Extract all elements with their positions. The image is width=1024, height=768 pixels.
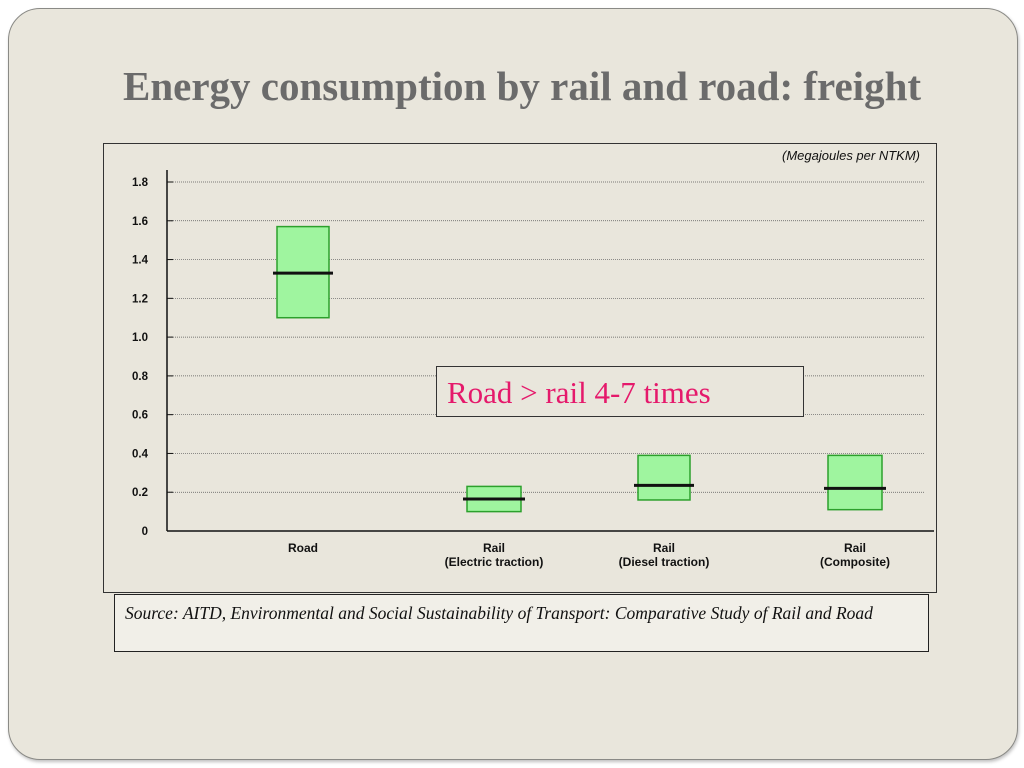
source-box: Source: AITD, Environmental and Social S… — [114, 594, 929, 652]
category-label: Rail — [483, 541, 505, 555]
category-label: (Diesel traction) — [619, 555, 710, 569]
callout-text: Road > rail 4-7 times — [447, 375, 711, 410]
category-label: Road — [288, 541, 318, 555]
callout-box: Road > rail 4-7 times — [436, 366, 804, 417]
y-tick-label: 0.6 — [132, 410, 148, 422]
y-tick-label: 0.8 — [132, 371, 149, 383]
y-tick-label: 0 — [142, 526, 148, 538]
y-tick-label: 1.8 — [132, 177, 149, 189]
y-tick-label: 1.0 — [132, 332, 148, 344]
category-label: Rail — [844, 541, 866, 555]
range-box — [637, 454, 691, 501]
unit-label: (Megajoules per NTKM) — [782, 148, 920, 163]
range-box — [827, 454, 883, 511]
y-tick-label: 1.2 — [132, 293, 148, 305]
category-label: (Composite) — [820, 555, 890, 569]
y-tick-label: 0.4 — [132, 448, 149, 460]
source-text: Source: AITD, Environmental and Social S… — [125, 603, 873, 623]
category-label: Rail — [653, 541, 675, 555]
y-tick-label: 1.6 — [132, 216, 148, 228]
y-tick-label: 0.2 — [132, 487, 148, 499]
category-label: (Electric traction) — [445, 555, 544, 569]
y-tick-label: 1.4 — [132, 255, 149, 267]
slide-title: Energy consumption by rail and road: fre… — [122, 63, 922, 109]
